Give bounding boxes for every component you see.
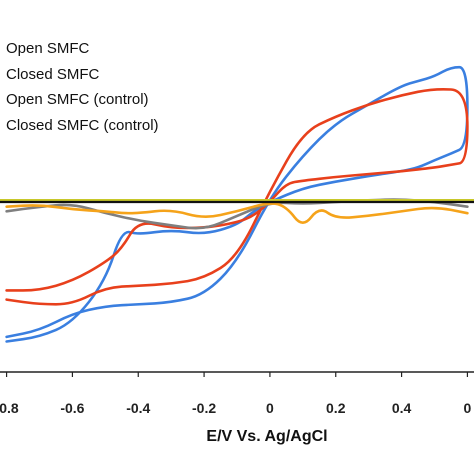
legend-item-closed-smfc-control: Closed SMFC (control) — [6, 116, 159, 134]
x-tick-label: -0.8 — [0, 400, 19, 416]
x-axis-title: E/V Vs. Ag/AgCl — [206, 428, 328, 445]
legend: Open SMFC Closed SMFC Open SMFC (control… — [6, 36, 159, 138]
x-tick-label: 0 — [266, 400, 274, 416]
legend-item-open-smfc-control: Open SMFC (control) — [6, 91, 149, 108]
x-tick-label: -0.4 — [126, 400, 150, 416]
x-tick-label: -0.6 — [60, 400, 84, 416]
x-tick-label: -0.2 — [192, 400, 216, 416]
series-line-closed-smfc — [5, 87, 469, 306]
x-tick-label: 0 — [464, 400, 472, 416]
x-ticks-layer: -0.8 -0.6 -0.4 -0.2 0 0.2 0.4 0 — [0, 372, 472, 416]
series-line-closed-smfc-control — [5, 202, 469, 224]
legend-item-open-smfc: Open SMFC — [6, 40, 90, 57]
series-line-open-smfc — [5, 65, 469, 343]
x-tick-label: 0.4 — [392, 400, 412, 416]
series-layer — [0, 65, 474, 343]
legend-item-closed-smfc: Closed SMFC — [6, 65, 100, 83]
x-tick-label: 0.2 — [326, 400, 346, 416]
